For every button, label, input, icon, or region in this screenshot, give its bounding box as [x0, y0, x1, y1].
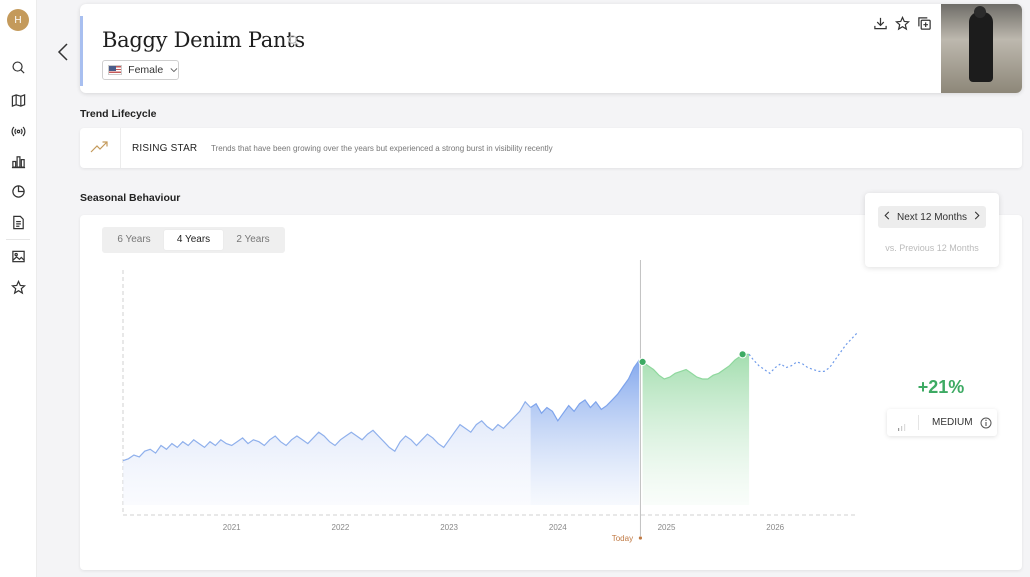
download-icon[interactable]	[873, 16, 889, 32]
chevron-down-icon	[170, 68, 178, 73]
image-icon[interactable]	[9, 247, 27, 265]
trending-up-icon	[90, 140, 110, 154]
x-tick-label: 2024	[549, 523, 567, 532]
forecast-line	[642, 353, 750, 380]
forecast-comparison-label: vs. Previous 12 Months	[885, 243, 979, 253]
x-tick-label: 2021	[223, 523, 241, 532]
confidence-badge[interactable]: MEDIUM	[887, 409, 997, 436]
thumbnail-figure-head	[974, 6, 986, 18]
logo-text: H	[14, 14, 22, 26]
page-title: Baggy Denim Pants	[102, 28, 305, 52]
bar-chart-icon[interactable]	[9, 152, 27, 170]
forecast-panel: Next 12 Months vs. Previous 12 Months	[865, 193, 999, 267]
growth-value: +21%	[917, 377, 965, 397]
x-tick-label: 2025	[658, 523, 676, 532]
header-accent-bar	[80, 16, 83, 86]
gender-select-value: Female	[128, 64, 164, 76]
brand-logo[interactable]: H	[7, 9, 29, 31]
today-dot	[638, 536, 643, 540]
favorite-star-icon[interactable]	[895, 16, 911, 32]
document-icon[interactable]	[9, 213, 27, 231]
header-actions	[873, 16, 933, 32]
forecast-period-selector[interactable]: Next 12 Months	[878, 206, 986, 228]
last_year-area	[530, 360, 640, 505]
thumbnail-figure	[969, 12, 993, 82]
lifecycle-card: RISING STAR Trends that have been growin…	[80, 128, 1022, 168]
forecast-area	[642, 354, 750, 505]
history-line	[122, 400, 532, 462]
trend-thumbnail-image[interactable]	[941, 4, 1022, 93]
gender-select[interactable]: Female	[102, 60, 179, 80]
title-search-icon[interactable]	[287, 34, 301, 48]
projection-line	[748, 332, 858, 375]
forecast-marker-point[interactable]	[638, 357, 647, 366]
forecast-period-label: Next 12 Months	[896, 211, 968, 223]
search-icon[interactable]	[9, 58, 27, 76]
lifecycle-section-title: Trend Lifecycle	[80, 108, 157, 120]
confidence-label: MEDIUM	[932, 417, 973, 428]
today-label: Today	[612, 534, 633, 543]
star-icon[interactable]	[9, 278, 27, 296]
chevron-left-icon[interactable]	[884, 211, 890, 223]
header-card: Baggy Denim Pants Female	[80, 4, 1022, 93]
last_year-line	[530, 359, 640, 422]
tab-2-years[interactable]: 2 Years	[236, 234, 270, 245]
sidebar: H	[0, 0, 37, 577]
confidence-divider	[918, 415, 919, 430]
info-icon[interactable]	[980, 416, 992, 429]
us-flag-icon	[108, 65, 123, 75]
x-tick-label: 2026	[766, 523, 784, 532]
map-icon[interactable]	[9, 91, 27, 109]
tab-6-years[interactable]: 6 Years	[117, 234, 151, 245]
period-tabs: 6 Years 4 Years 2 Years	[102, 227, 285, 253]
tab-4-years[interactable]: 4 Years	[164, 230, 223, 250]
lifecycle-divider	[120, 128, 121, 168]
chevron-right-icon[interactable]	[974, 211, 980, 223]
lifecycle-description: Trends that have been growing over the y…	[211, 144, 553, 153]
pie-chart-icon[interactable]	[9, 182, 27, 200]
lifecycle-label: RISING STAR	[132, 143, 198, 154]
seasonal-card: 6 Years 4 Years 2 Years	[80, 215, 1022, 570]
signal-strength-icon	[897, 418, 907, 431]
add-to-collection-icon[interactable]	[917, 16, 933, 32]
sidebar-divider	[6, 239, 30, 240]
seasonal-section-title: Seasonal Behaviour	[80, 192, 181, 204]
back-icon[interactable]	[56, 42, 70, 62]
broadcast-icon[interactable]	[9, 122, 27, 140]
history-area	[123, 401, 531, 505]
forecast-marker-point[interactable]	[738, 350, 747, 359]
x-tick-label: 2022	[332, 523, 350, 532]
x-tick-label: 2023	[440, 523, 458, 532]
